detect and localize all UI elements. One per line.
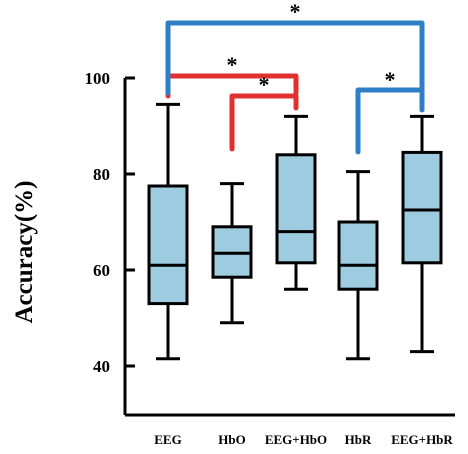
bracket-line: [165, 20, 425, 96]
significance-bracket: *: [165, 0, 425, 96]
box-eeg-plus-hbo: [275, 114, 317, 291]
y-tick-label: 60: [93, 261, 110, 280]
bracket-line: [229, 93, 299, 152]
axes: [123, 78, 455, 417]
box-eeg: [147, 102, 189, 361]
iqr-box: [147, 184, 189, 306]
x-tick-label: HbO: [218, 432, 245, 447]
y-tick-label: 40: [93, 357, 110, 376]
y-ticks: 40 60 80 100: [85, 69, 135, 376]
y-tick-label: 80: [93, 165, 110, 184]
x-tick-label: EEG+HbO: [265, 432, 327, 447]
significance-star: *: [290, 0, 301, 24]
significance-bracket: *: [355, 67, 425, 155]
significance-bracket: *: [229, 72, 299, 152]
box-eeg-plus-hbr: [401, 114, 443, 354]
significance-star: *: [385, 67, 396, 92]
box-hbo: [211, 182, 253, 325]
boxes: [147, 102, 443, 361]
y-tick-label: 100: [85, 69, 111, 88]
significance-star: *: [259, 72, 270, 97]
iqr-box: [401, 150, 443, 265]
y-axis-title: Accuracy(%): [11, 181, 38, 324]
bracket-line: [355, 87, 425, 155]
iqr-box: [275, 153, 317, 265]
significance-star: *: [227, 52, 238, 77]
iqr-box: [337, 220, 379, 291]
x-tick-label: EEG+HbR: [391, 432, 453, 447]
significance-brackets: * * * *: [165, 0, 425, 155]
box-hbr: [337, 170, 379, 361]
significance-bracket: *: [165, 52, 299, 99]
x-tick-label: EEG: [154, 432, 181, 447]
x-tick-labels: EEG HbO EEG+HbO HbR EEG+HbR: [154, 432, 453, 447]
x-tick-label: HbR: [345, 432, 372, 447]
bracket-line: [165, 73, 299, 99]
